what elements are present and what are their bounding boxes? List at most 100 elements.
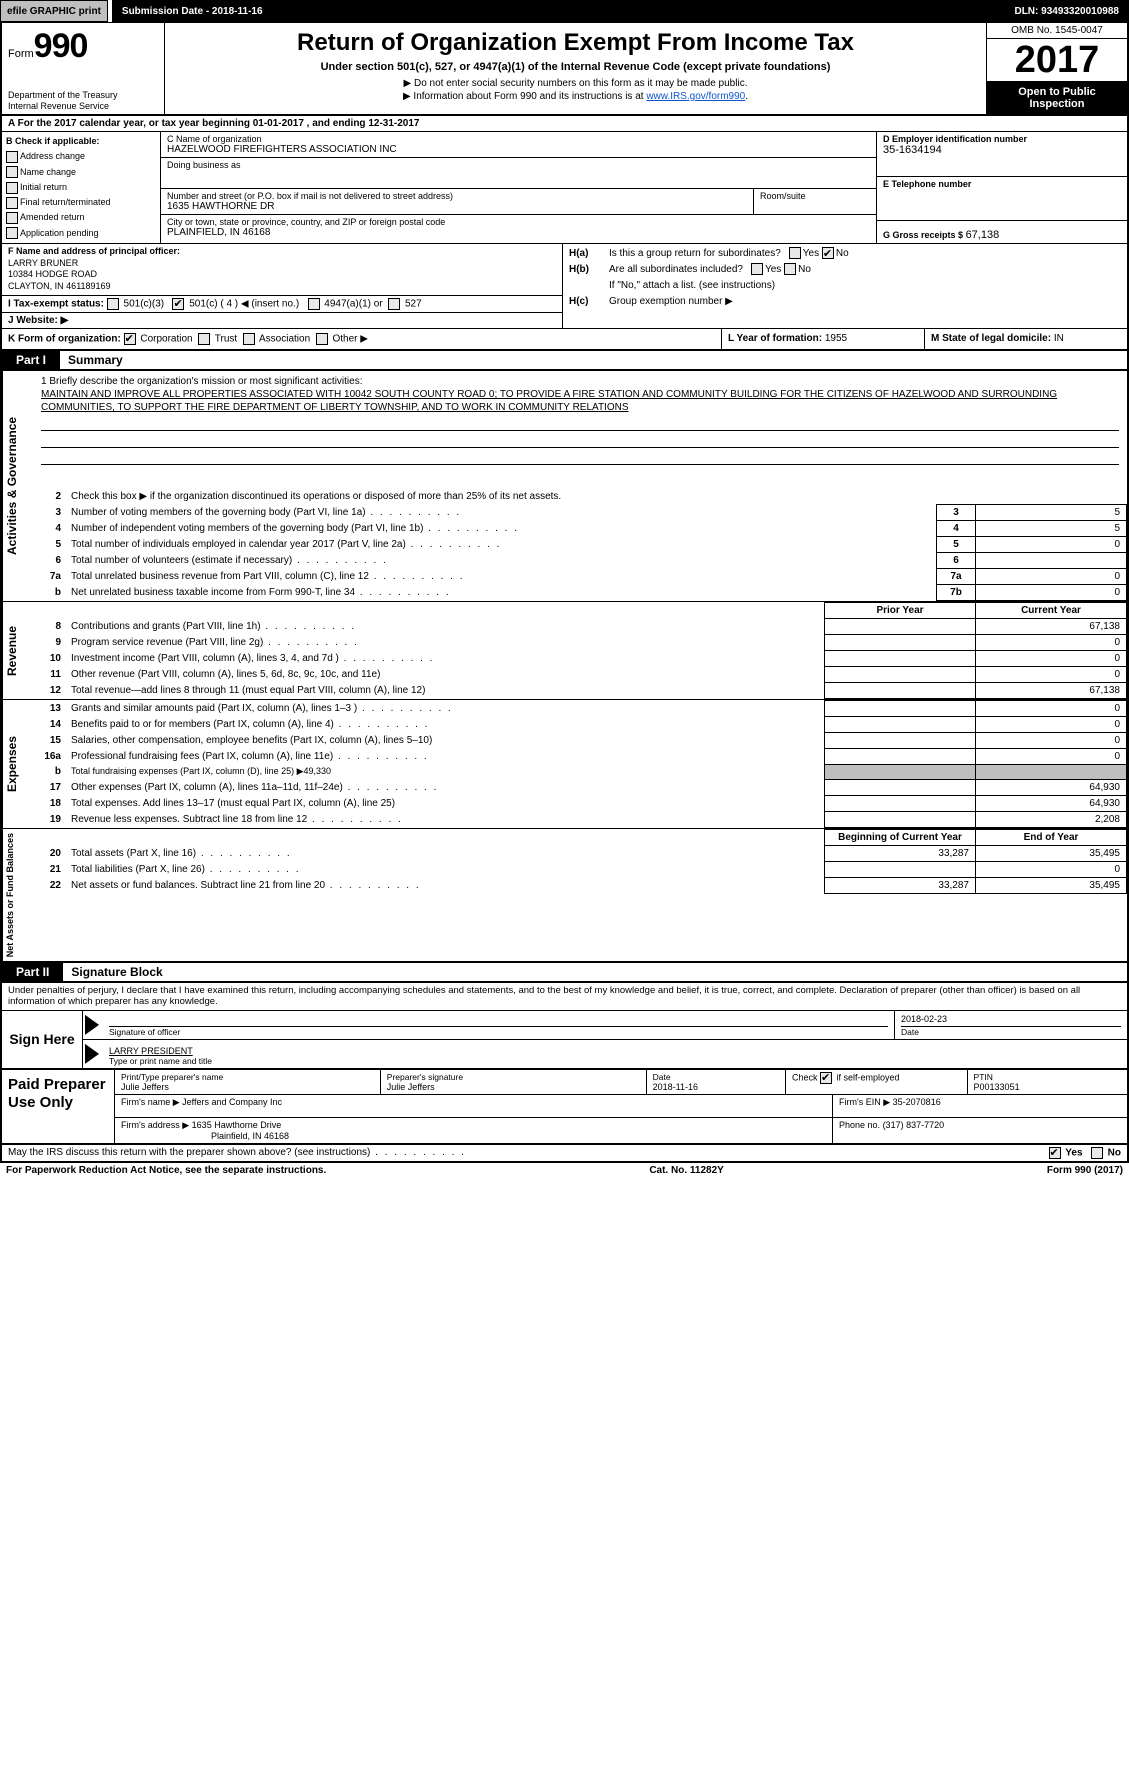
e17-c: 64,930 — [976, 779, 1127, 795]
k-assoc[interactable] — [243, 333, 255, 345]
ln7a-v: 0 — [976, 568, 1127, 584]
ha-no[interactable] — [822, 247, 834, 259]
sign-here-block: Sign Here Signature of officer 2018-02-2… — [0, 1010, 1129, 1070]
form-number: Form990 — [8, 27, 158, 66]
ln6: 6 — [33, 552, 67, 568]
e16b-t: Total fundraising expenses (Part IX, col… — [67, 764, 825, 779]
ha-lbl: H(a) — [569, 246, 609, 262]
ln5-box: 5 — [937, 536, 976, 552]
e18-c: 64,930 — [976, 795, 1127, 811]
footer-right: Form 990 (2017) — [1047, 1165, 1123, 1176]
chk-name-change[interactable]: Name change — [6, 165, 156, 180]
i-501c: 501(c) ( 4 ) ◀ (insert no.) — [189, 298, 299, 309]
f-lbl: F Name and address of principal officer: — [8, 246, 180, 256]
e17-t: Other expenses (Part IX, column (A), lin… — [71, 782, 438, 793]
efile-label: efile GRAPHIC print — [0, 0, 108, 22]
ln7a-t: Total unrelated business revenue from Pa… — [71, 571, 465, 582]
hb-no[interactable] — [784, 263, 796, 275]
ha-yes[interactable] — [789, 247, 801, 259]
part1-header: Part I Summary — [0, 351, 1129, 371]
chk-4947[interactable] — [308, 298, 320, 310]
e18-t: Total expenses. Add lines 13–17 (must eq… — [71, 798, 395, 809]
officer-addr2: CLAYTON, IN 461189169 — [8, 281, 111, 291]
irs-link[interactable]: www.IRS.gov/form990 — [646, 91, 745, 102]
sig-officer-lbl: Signature of officer — [109, 1027, 888, 1037]
chk-self-employed[interactable] — [820, 1072, 832, 1084]
ln4: 4 — [33, 520, 67, 536]
ein-val: 35-1634194 — [883, 144, 1121, 156]
vtab-revenue: Revenue — [2, 602, 33, 699]
line-a: A For the 2017 calendar year, or tax yea… — [0, 116, 1129, 132]
r12-t: Total revenue—add lines 8 through 11 (mu… — [71, 685, 425, 696]
ln7a: 7a — [33, 568, 67, 584]
ptin-lbl: PTIN — [974, 1072, 1121, 1082]
n20-p: 33,287 — [825, 845, 976, 861]
discuss-no[interactable] — [1091, 1147, 1103, 1159]
discuss-yes[interactable] — [1049, 1147, 1061, 1159]
e16b: b — [33, 764, 67, 779]
e17: 17 — [33, 779, 67, 795]
prep-date: 2018-11-16 — [653, 1082, 779, 1092]
top-bar: efile GRAPHIC print Submission Date - 20… — [0, 0, 1129, 22]
b-lead: B Check if applicable: — [6, 134, 156, 149]
prep-self-lbl-post: if self-employed — [834, 1072, 900, 1082]
note-info: ▶ Information about Form 990 and its ins… — [175, 90, 976, 103]
k-lbl: K Form of organization: — [8, 333, 121, 344]
chk-initial-return[interactable]: Initial return — [6, 180, 156, 195]
form-990: 990 — [34, 27, 88, 65]
discuss-yes-lbl: Yes — [1065, 1147, 1082, 1158]
firm-addr2: Plainfield, IN 46168 — [121, 1131, 289, 1141]
ha-txt: Is this a group return for subordinates? — [609, 246, 781, 262]
block-klm: K Form of organization: Corporation Trus… — [0, 329, 1129, 351]
k-other[interactable] — [316, 333, 328, 345]
r11-t: Other revenue (Part VIII, column (A), li… — [71, 669, 380, 680]
ln4-t: Number of independent voting members of … — [71, 523, 519, 534]
e14: 14 — [33, 716, 67, 732]
print-name-lbl: Type or print name and title — [109, 1056, 1121, 1066]
r10-p — [825, 650, 976, 666]
expenses-table: 13Grants and similar amounts paid (Part … — [33, 700, 1127, 828]
discuss-q: May the IRS discuss this return with the… — [8, 1147, 466, 1158]
ln3: 3 — [33, 504, 67, 520]
chk-527[interactable] — [388, 298, 400, 310]
n21: 21 — [33, 861, 67, 877]
vtab-expenses: Expenses — [2, 700, 33, 828]
hdr-beg: Beginning of Current Year — [825, 829, 976, 845]
e15: 15 — [33, 732, 67, 748]
arrow-icon — [85, 1015, 99, 1035]
r10-c: 0 — [976, 650, 1127, 666]
b-opt-2: Initial return — [20, 182, 67, 192]
note-ssn: ▶ Do not enter social security numbers o… — [175, 77, 976, 90]
e16a-c: 0 — [976, 748, 1127, 764]
e19-p — [825, 811, 976, 827]
chk-final-return[interactable]: Final return/terminated — [6, 195, 156, 210]
e15-c: 0 — [976, 732, 1127, 748]
mission-text: MAINTAIN AND IMPROVE ALL PROPERTIES ASSO… — [41, 388, 1119, 414]
b-opt-4: Amended return — [20, 212, 85, 222]
n22-c: 35,495 — [976, 877, 1127, 893]
chk-501c3[interactable] — [107, 298, 119, 310]
block-officer-status: F Name and address of principal officer:… — [0, 244, 1129, 329]
hb-txt: Are all subordinates included? — [609, 262, 743, 278]
hc-lbl: H(c) — [569, 294, 609, 310]
part1-tab: Part I — [2, 351, 60, 369]
section-deg: D Employer identification number 35-1634… — [876, 132, 1127, 243]
i-527: 527 — [405, 298, 422, 309]
chk-501c[interactable] — [172, 298, 184, 310]
k-opt-2: Association — [259, 333, 310, 344]
ln6-t: Total number of volunteers (estimate if … — [71, 555, 388, 566]
chk-address-change[interactable]: Address change — [6, 149, 156, 164]
chk-amended-return[interactable]: Amended return — [6, 210, 156, 225]
hb-yes[interactable] — [751, 263, 763, 275]
e18-p — [825, 795, 976, 811]
yes-label-b: Yes — [765, 264, 781, 275]
e16a-p — [825, 748, 976, 764]
paid-preparer-block: Paid Preparer Use Only Print/Type prepar… — [0, 1070, 1129, 1145]
k-opt-3: Other ▶ — [332, 333, 367, 344]
k-trust[interactable] — [198, 333, 210, 345]
form-header: Form990 Department of the Treasury Inter… — [0, 22, 1129, 116]
chk-application-pending[interactable]: Application pending — [6, 226, 156, 241]
b-opt-0: Address change — [20, 151, 85, 161]
k-corp[interactable] — [124, 333, 136, 345]
firm-addr-lbl: Firm's address ▶ — [121, 1120, 189, 1130]
